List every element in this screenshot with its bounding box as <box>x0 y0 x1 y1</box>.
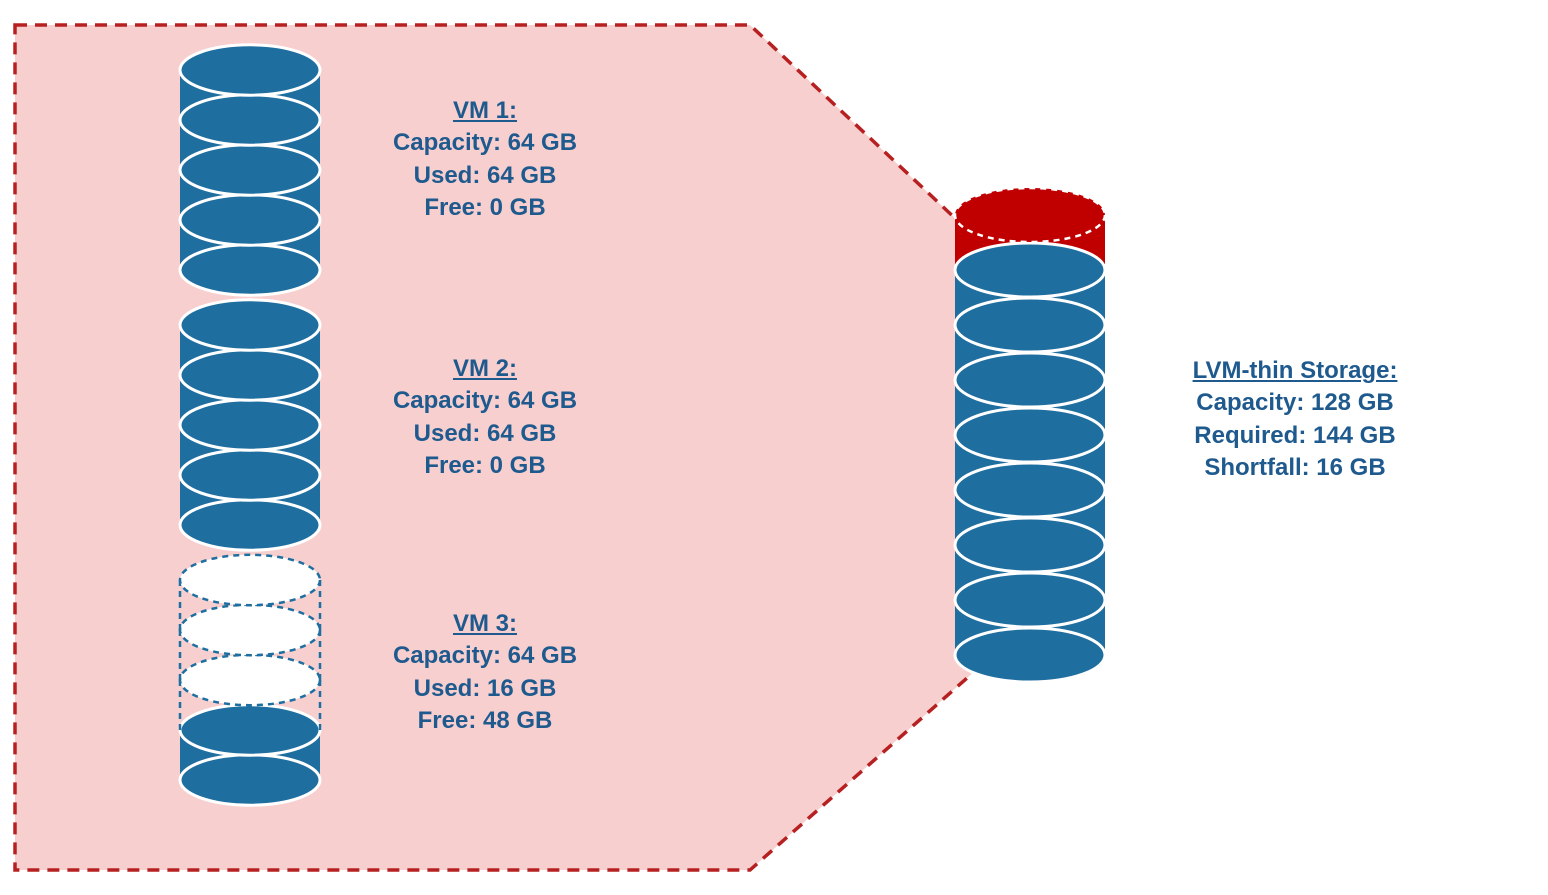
vm3-info: VM 3: Capacity: 64 GB Used: 16 GB Free: … <box>345 608 625 738</box>
storage-shortfall: Shortfall: 16 GB <box>1145 452 1445 484</box>
vm3-free: Free: 48 GB <box>345 705 625 737</box>
vm-cylinders-group <box>180 45 320 805</box>
vm1-cylinder <box>180 45 320 295</box>
storage-cylinder-group <box>955 188 1105 682</box>
vm2-cylinder <box>180 300 320 550</box>
vm1-used: Used: 64 GB <box>345 160 625 192</box>
storage-capacity: Capacity: 128 GB <box>1145 387 1445 419</box>
vm1-title: VM 1: <box>345 95 625 127</box>
vm1-info: VM 1: Capacity: 64 GB Used: 64 GB Free: … <box>345 95 625 225</box>
vm3-cylinder <box>180 555 320 805</box>
vm2-capacity: Capacity: 64 GB <box>345 385 625 417</box>
vm2-info: VM 2: Capacity: 64 GB Used: 64 GB Free: … <box>345 353 625 483</box>
storage-title: LVM-thin Storage: <box>1145 355 1445 387</box>
vm1-capacity: Capacity: 64 GB <box>345 127 625 159</box>
vm2-used: Used: 64 GB <box>345 418 625 450</box>
storage-info: LVM-thin Storage: Capacity: 128 GB Requi… <box>1145 355 1445 485</box>
storage-required: Required: 144 GB <box>1145 420 1445 452</box>
vm2-free: Free: 0 GB <box>345 450 625 482</box>
vm3-used: Used: 16 GB <box>345 673 625 705</box>
vm1-free: Free: 0 GB <box>345 192 625 224</box>
vm3-title: VM 3: <box>345 608 625 640</box>
vm2-title: VM 2: <box>345 353 625 385</box>
vm3-capacity: Capacity: 64 GB <box>345 640 625 672</box>
